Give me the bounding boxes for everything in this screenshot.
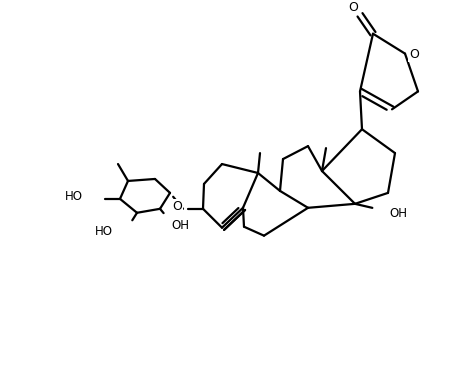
Text: O: O [348,1,358,14]
Text: HO: HO [65,191,83,203]
Text: OH: OH [389,207,407,220]
Text: O: O [409,48,419,61]
Text: HO: HO [95,225,113,238]
Text: O: O [172,200,182,213]
Text: OH: OH [171,219,189,232]
